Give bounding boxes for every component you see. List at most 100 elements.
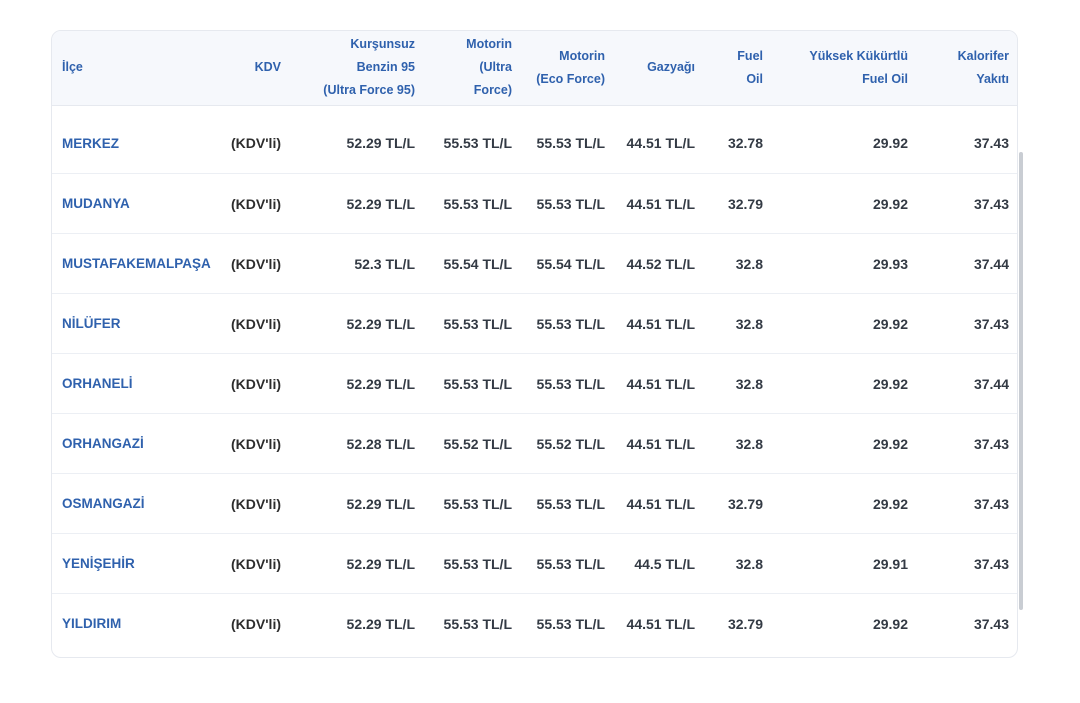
yuksek-kukurtlu-price: 29.91 — [773, 533, 918, 594]
header-ilce: İlçe — [52, 31, 224, 106]
fuel-oil-price: 32.8 — [707, 353, 773, 414]
district-name[interactable]: ORHANELİ — [52, 353, 224, 414]
gazyagi-price: 44.51 TL/L — [615, 113, 707, 174]
header-kalorifer: Kalorifer Yakıtı — [918, 31, 1017, 106]
table-row: MERKEZ (KDV'li) 52.29 TL/L 55.53 TL/L 55.53 … — [52, 113, 1017, 174]
fuel-oil-price: 32.79 — [727, 615, 763, 632]
header-gap — [52, 105, 1017, 114]
motorin-eco-price: 55.54 TL/L — [522, 233, 615, 294]
header-yuksek-kukurtlu: Yüksek Kükürtlü Fuel Oil — [773, 31, 918, 106]
district-name[interactable]: YENİŞEHİR — [52, 533, 224, 594]
fuel-oil-price: 32.79 — [707, 173, 773, 234]
gazyagi-price: 44.52 TL/L — [615, 233, 707, 294]
motorin-ultra-price: 55.53 TL/L — [425, 113, 522, 174]
kursunsuz-price: 52.28 TL/L — [291, 413, 425, 474]
motorin-ultra-price: 55.53 TL/L — [425, 353, 522, 414]
gazyagi-price: 44.5 TL/L — [615, 533, 707, 594]
header-kdv: KDV — [224, 31, 291, 106]
fuel-oil-price: 32.78 — [707, 113, 773, 174]
kursunsuz-price: 52.29 TL/L — [291, 173, 425, 234]
kdv-cell: (KDV'li) — [224, 173, 291, 234]
district-name[interactable]: ORHANGAZİ — [52, 413, 224, 474]
kdv-cell: (KDV'li) — [224, 533, 291, 594]
motorin-ultra-price: 55.53 TL/L — [443, 615, 512, 632]
kdv-cell: (KDV'li) — [224, 113, 291, 174]
yuksek-kukurtlu-price: 29.93 — [773, 233, 918, 294]
motorin-ultra-price: 55.53 TL/L — [425, 293, 522, 354]
fuel-oil-price: 32.8 — [707, 293, 773, 354]
header-gazyagi: Gazyağı — [615, 31, 707, 106]
vertical-scrollbar[interactable] — [1019, 152, 1023, 610]
table-row: ORHANGAZİ (KDV'li) 52.28 TL/L 55.52 TL/L 55.… — [52, 413, 1017, 474]
kdv-cell: (KDV'li) — [224, 293, 291, 354]
yuksek-kukurtlu-price: 29.92 — [773, 473, 918, 534]
motorin-ultra-price: 55.54 TL/L — [425, 233, 522, 294]
fuel-oil-price: 32.8 — [707, 233, 773, 294]
table-row: NİLÜFER (KDV'li) 52.29 TL/L 55.53 TL/L 55.53… — [52, 293, 1017, 354]
motorin-eco-price: 55.53 TL/L — [522, 293, 615, 354]
kalorifer-price: 37.43 — [918, 413, 1017, 474]
motorin-eco-price: 55.53 TL/L — [522, 533, 615, 594]
fuel-price-table: İlçe KDV Kurşunsuz Benzin 95 (Ultra Forc… — [52, 31, 1017, 654]
header-motorin-ultra: Motorin (Ultra Force) — [425, 31, 522, 106]
kursunsuz-price: 52.29 TL/L — [291, 533, 425, 594]
fuel-oil-price: 32.8 — [707, 533, 773, 594]
yuksek-kukurtlu-price: 29.92 — [773, 293, 918, 354]
district-name[interactable]: NİLÜFER — [52, 293, 224, 354]
header-kursunsuz: Kurşunsuz Benzin 95 (Ultra Force 95) — [291, 31, 425, 106]
kursunsuz-price: 52.3 TL/L — [291, 233, 425, 294]
table-header-row: İlçe KDV Kurşunsuz Benzin 95 (Ultra Forc… — [52, 31, 1017, 106]
kalorifer-price: 37.43 — [918, 473, 1017, 534]
motorin-ultra-price: 55.53 TL/L — [425, 173, 522, 234]
motorin-eco-price: 55.53 TL/L — [522, 353, 615, 414]
kdv-cell: (KDV'li) — [224, 413, 291, 474]
kalorifer-price: 37.43 — [918, 173, 1017, 234]
fuel-oil-price: 32.8 — [707, 413, 773, 474]
kalorifer-price: 37.43 — [918, 293, 1017, 354]
gazyagi-price: 44.51 TL/L — [615, 413, 707, 474]
motorin-ultra-price: 55.52 TL/L — [425, 413, 522, 474]
gazyagi-price: 44.51 TL/L — [626, 615, 695, 632]
motorin-eco-price: 55.53 TL/L — [522, 113, 615, 174]
fuel-price-table-card: İlçe KDV Kurşunsuz Benzin 95 (Ultra Forc… — [51, 30, 1018, 658]
district-name[interactable]: MUDANYA — [52, 173, 224, 234]
gazyagi-price: 44.51 TL/L — [615, 353, 707, 414]
yuksek-kukurtlu-price: 29.92 — [773, 173, 918, 234]
yuksek-kukurtlu-price: 29.92 — [773, 113, 918, 174]
header-fuel-oil: Fuel Oil — [707, 31, 773, 106]
kursunsuz-price: 52.29 TL/L — [291, 113, 425, 174]
motorin-ultra-price: 55.53 TL/L — [425, 473, 522, 534]
kalorifer-price: 37.44 — [918, 353, 1017, 414]
district-name[interactable]: MERKEZ — [52, 113, 224, 174]
kursunsuz-price: 52.29 TL/L — [291, 353, 425, 414]
motorin-eco-price: 55.53 TL/L — [536, 615, 605, 632]
kalorifer-price: 37.43 — [918, 113, 1017, 174]
table-row: YILDIRIM (KDV'li) 52.29 TL/L 55.53 TL/L 55.5… — [52, 594, 1017, 654]
yuksek-kukurtlu-price: 29.92 — [773, 353, 918, 414]
district-name[interactable]: MUSTAFAKEMALPAŞA — [52, 233, 224, 294]
yuksek-kukurtlu-price: 29.92 — [872, 615, 908, 632]
header-motorin-eco: Motorin (Eco Force) — [522, 31, 615, 106]
kursunsuz-price: 52.29 TL/L — [291, 293, 425, 354]
table-body: MERKEZ (KDV'li) 52.29 TL/L 55.53 TL/L 55.53 … — [52, 105, 1017, 654]
motorin-ultra-price: 55.53 TL/L — [425, 533, 522, 594]
kalorifer-price: 37.43 — [918, 533, 1017, 594]
gazyagi-price: 44.51 TL/L — [615, 173, 707, 234]
table-row: ORHANELİ (KDV'li) 52.29 TL/L 55.53 TL/L 55.5… — [52, 353, 1017, 414]
district-name[interactable]: OSMANGAZİ — [52, 473, 224, 534]
kalorifer-price: 37.43 — [973, 615, 1009, 632]
kursunsuz-price: 52.29 TL/L — [346, 615, 415, 632]
kdv-cell: (KDV'li) — [224, 473, 291, 534]
kursunsuz-price: 52.29 TL/L — [291, 473, 425, 534]
kdv-cell: (KDV'li) — [231, 615, 281, 632]
motorin-eco-price: 55.53 TL/L — [522, 173, 615, 234]
gazyagi-price: 44.51 TL/L — [615, 293, 707, 354]
kdv-cell: (KDV'li) — [224, 353, 291, 414]
table-row: MUSTAFAKEMALPAŞA (KDV'li) 52.3 TL/L 55.54 T… — [52, 233, 1017, 294]
district-name[interactable]: YILDIRIM — [62, 616, 122, 632]
motorin-eco-price: 55.53 TL/L — [522, 473, 615, 534]
fuel-oil-price: 32.79 — [707, 473, 773, 534]
gazyagi-price: 44.51 TL/L — [615, 473, 707, 534]
table-row: MUDANYA (KDV'li) 52.29 TL/L 55.53 TL/L 55.53… — [52, 173, 1017, 234]
kalorifer-price: 37.44 — [918, 233, 1017, 294]
